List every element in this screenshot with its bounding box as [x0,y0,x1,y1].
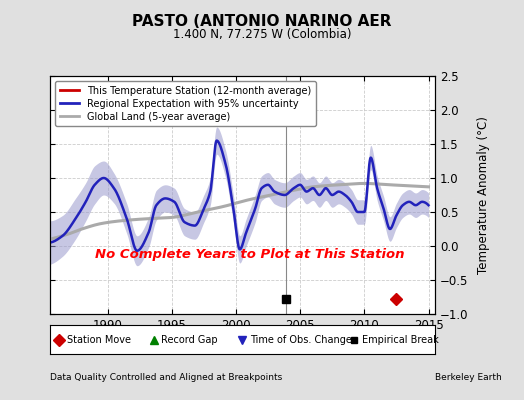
Text: Record Gap: Record Gap [161,334,218,344]
Text: Empirical Break: Empirical Break [362,334,439,344]
Text: Berkeley Earth: Berkeley Earth [435,374,501,382]
Legend: This Temperature Station (12-month average), Regional Expectation with 95% uncer: This Temperature Station (12-month avera… [54,81,316,126]
Y-axis label: Temperature Anomaly (°C): Temperature Anomaly (°C) [477,116,489,274]
Text: Station Move: Station Move [67,334,131,344]
Text: No Complete Years to Plot at This Station: No Complete Years to Plot at This Statio… [95,248,405,261]
Text: Data Quality Controlled and Aligned at Breakpoints: Data Quality Controlled and Aligned at B… [50,374,282,382]
Text: PASTO (ANTONIO NARINO AER: PASTO (ANTONIO NARINO AER [132,14,392,30]
Text: 1.400 N, 77.275 W (Colombia): 1.400 N, 77.275 W (Colombia) [173,28,351,41]
Text: Time of Obs. Change: Time of Obs. Change [250,334,352,344]
